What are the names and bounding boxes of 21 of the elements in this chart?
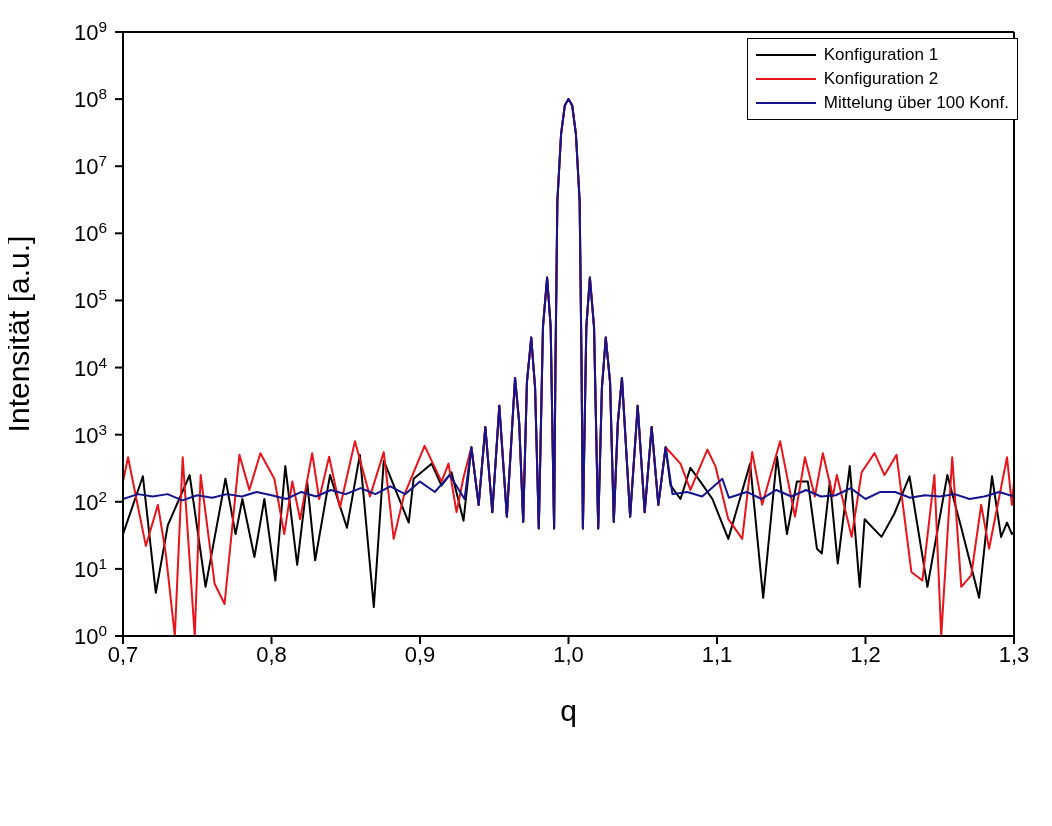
x-tick-label: 1,2 bbox=[850, 641, 881, 667]
x-axis-title: q bbox=[560, 694, 577, 727]
x-tick-label: 1,3 bbox=[998, 641, 1030, 667]
legend-label: Mittelung über 100 Konf. bbox=[823, 93, 1009, 113]
y-tick-label: 10$^{6}$ bbox=[73, 218, 107, 247]
y-tick-label: 10$^{9}$ bbox=[73, 17, 107, 45]
legend-label: Konfiguration 1 bbox=[823, 45, 939, 65]
y-tick-label: 10$^{8}$ bbox=[73, 84, 107, 113]
x-tick-label: 0,9 bbox=[404, 641, 436, 667]
x-tick-label: 1,1 bbox=[701, 641, 733, 667]
y-tick-label: 10$^{7}$ bbox=[73, 151, 107, 180]
y-tick-label: 10$^{5}$ bbox=[73, 285, 107, 314]
x-tick-label: 0,8 bbox=[256, 641, 287, 667]
y-tick-label: 10$^{1}$ bbox=[73, 554, 107, 582]
x-tick-label: 0,7 bbox=[107, 641, 139, 667]
y-tick-label: 10$^{2}$ bbox=[73, 487, 107, 515]
y-tick-label: 10$^{3}$ bbox=[73, 420, 107, 448]
y-tick-label: 10$^{0}$ bbox=[73, 621, 107, 649]
y-tick-label: 10$^{4}$ bbox=[73, 353, 108, 381]
x-tick-label: 1,0 bbox=[553, 641, 584, 667]
legend-label: Konfiguration 2 bbox=[823, 69, 939, 89]
